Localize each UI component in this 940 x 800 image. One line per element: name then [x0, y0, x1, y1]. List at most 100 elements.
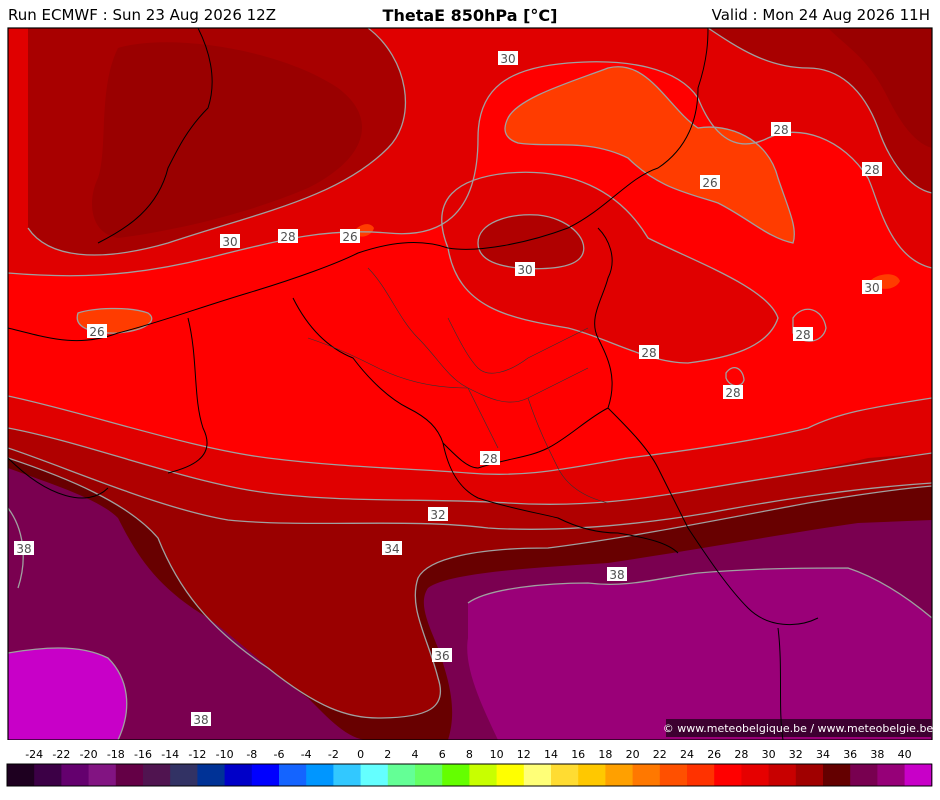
contour-label-text: 28: [280, 230, 295, 244]
colorbar-swatch: [61, 764, 90, 786]
contour-label-text: 30: [864, 281, 879, 295]
contour-label-text: 32: [430, 508, 445, 522]
colorbar-tick-label: 22: [653, 748, 667, 761]
colorbar-tick-label: 8: [466, 748, 473, 761]
map: 30 28 28 26 30 28 26 30 30 28 26 28 28 28 32 34 38 38 36 38…: [7, 27, 934, 740]
contour-label: 28: [480, 451, 500, 466]
contour-label-text: 28: [482, 452, 497, 466]
colorbar-ticks: -24 -22 -20 -18 -16 -14 -12 -10 -8 -6 -4 -2 0 2 4 6 8 10 1…: [25, 748, 911, 761]
contour-label-text: 28: [641, 346, 656, 360]
contour-label-text: 30: [500, 52, 515, 66]
colorbar-tick-label: 38: [870, 748, 884, 761]
valid-time: Valid : Mon 24 Aug 2026 11H: [711, 6, 930, 24]
contour-label: 28: [862, 162, 882, 177]
colorbar-tick-label: 24: [680, 748, 694, 761]
contour-label-text: 38: [609, 568, 624, 582]
colorbar-swatch: [632, 764, 661, 786]
colorbar-swatch: [850, 764, 878, 786]
field-42-sw: [8, 648, 127, 740]
colorbar-tick-label: 30: [762, 748, 776, 761]
colorbar-swatch: [170, 764, 198, 786]
contour-label-text: 28: [795, 328, 810, 342]
colorbar-swatch: [143, 764, 171, 786]
contour-label-text: 36: [434, 649, 449, 663]
colorbar-swatch: [333, 764, 362, 786]
colorbar-tick-label: 18: [598, 748, 612, 761]
colorbar-tick-label: 34: [816, 748, 830, 761]
colorbar-swatch: [741, 764, 770, 786]
colorbar-swatch: [578, 764, 606, 786]
colorbar-swatch: [115, 764, 144, 786]
contour-label: 30: [862, 280, 882, 295]
colorbar-tick-label: -10: [216, 748, 234, 761]
contour-label: 38: [14, 541, 34, 556]
colorbar-tick-label: -20: [80, 748, 98, 761]
internal-borders: [307, 267, 609, 504]
colorbar-swatch: [823, 764, 851, 786]
contour-label-text: 38: [16, 542, 31, 556]
map-frame: [7, 27, 933, 740]
map-title: ThetaE 850hPa [°C]: [382, 6, 558, 25]
contour-label: 30: [498, 51, 518, 66]
colorbar: -24 -22 -20 -18 -16 -14 -12 -10 -8 -6 -4 -2 0 2 4 6 8 10 1…: [6, 748, 933, 787]
contour-label: 38: [607, 567, 627, 582]
field-26-ne: [505, 66, 795, 243]
contour-label: 28: [793, 327, 813, 342]
colorbar-tick-label: -14: [161, 748, 179, 761]
colorbar-tick-label: -4: [301, 748, 312, 761]
colorbar-tick-label: -22: [52, 748, 70, 761]
contour-label: 30: [220, 234, 240, 249]
colorbar-swatch: [469, 764, 498, 786]
contour-label-text: 38: [193, 713, 208, 727]
contour-lines: [8, 28, 932, 740]
colorbar-swatch: [904, 764, 933, 786]
contour-label-text: 26: [342, 230, 357, 244]
colorbar-swatch: [360, 764, 389, 786]
colorbar-swatch: [34, 764, 62, 786]
borders: [8, 28, 819, 740]
colorbar-tick-label: -6: [274, 748, 285, 761]
contour-label: 38: [191, 712, 211, 727]
contour-label-text: 26: [702, 176, 717, 190]
colorbar-swatch: [197, 764, 226, 786]
colorbar-tick-label: 28: [734, 748, 748, 761]
contour-label: 26: [87, 324, 107, 339]
colorbar-tick-label: 26: [707, 748, 721, 761]
colorbar-swatch: [306, 764, 334, 786]
colorbar-tick-label: -18: [107, 748, 125, 761]
contour-label-text: 28: [864, 163, 879, 177]
colorbar-tick-label: 6: [439, 748, 446, 761]
colorbar-tick-label: 10: [490, 748, 504, 761]
contour-label: 28: [723, 385, 743, 400]
colorbar-swatch: [605, 764, 634, 786]
contour-label: 30: [515, 262, 535, 277]
credit-box: [666, 719, 931, 737]
colorbar-tick-label: -12: [188, 748, 206, 761]
colorbar-swatch: [224, 764, 253, 786]
colorbar-tick-label: -8: [246, 748, 257, 761]
colorbar-tick-label: 32: [789, 748, 803, 761]
colorbar-swatch: [523, 764, 552, 786]
field-32-center: [478, 214, 584, 269]
contour-label: 26: [700, 175, 720, 190]
colorbar-swatch: [877, 764, 906, 786]
contour-label: 34: [382, 541, 402, 556]
contour-label: 32: [428, 507, 448, 522]
contour-label: 36: [432, 648, 452, 663]
credit-text: © www.meteobelgique.be / www.meteobelgie…: [663, 722, 934, 735]
contour-label: 28: [639, 345, 659, 360]
colorbar-swatch: [659, 764, 688, 786]
colorbar-swatch: [279, 764, 307, 786]
contour-label: 26: [340, 229, 360, 244]
colorbar-tick-label: 20: [626, 748, 640, 761]
contour-label: 28: [278, 229, 298, 244]
colorbar-tick-label: 4: [412, 748, 419, 761]
contour-label-text: 34: [384, 542, 399, 556]
colorbar-swatch: [442, 764, 470, 786]
contour-label-text: 26: [89, 325, 104, 339]
colorbar-frame: [6, 763, 933, 787]
contour-label-group: 30 28 28 26 30 28 26 30 30 28 26 28 28 28 32 34 38 38 36 38: [14, 51, 882, 727]
contour-label-text: 28: [725, 386, 740, 400]
colorbar-swatch: [88, 764, 117, 786]
colorbar-tick-label: 16: [571, 748, 585, 761]
